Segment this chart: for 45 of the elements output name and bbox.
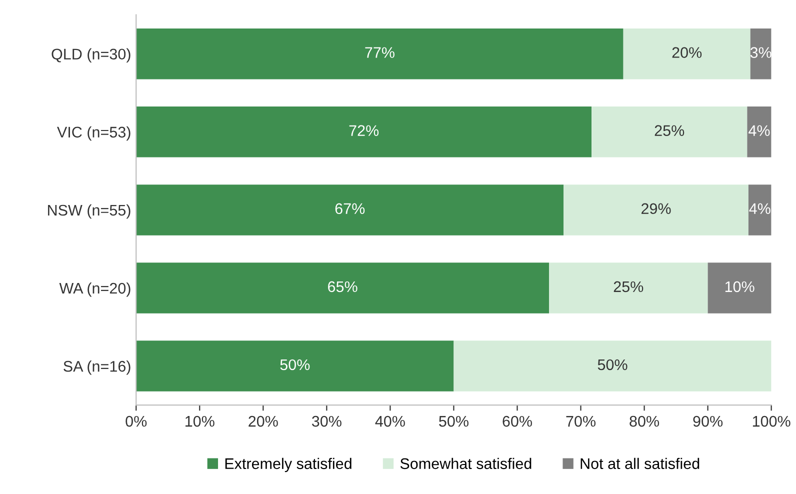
y-tick-label: VIC (n=53) bbox=[57, 126, 130, 141]
x-tick-label: 10% bbox=[186, 416, 214, 427]
x-tick-label: 100% bbox=[752, 416, 790, 427]
data-label: 65% bbox=[328, 281, 358, 292]
data-label: 4% bbox=[748, 125, 770, 136]
bar bbox=[136, 106, 592, 158]
data-label: 50% bbox=[280, 359, 310, 370]
bar bbox=[748, 184, 772, 236]
y-tick-label: SA (n=16) bbox=[64, 360, 130, 375]
bar bbox=[592, 106, 748, 158]
legend-label: Somewhat satisfied bbox=[400, 458, 532, 470]
x-tick-label: 90% bbox=[693, 416, 723, 427]
bar bbox=[136, 28, 624, 80]
x-tick-label: 20% bbox=[248, 416, 278, 427]
x-tick-label: 0% bbox=[126, 416, 147, 427]
data-label: 29% bbox=[642, 203, 671, 214]
data-label: 25% bbox=[614, 281, 644, 292]
x-tick-label: 60% bbox=[502, 416, 532, 427]
bar bbox=[549, 262, 708, 314]
y-tick-label: WA (n=20) bbox=[59, 282, 130, 297]
legend-label: Not at all satisfied bbox=[580, 458, 700, 470]
bar bbox=[136, 184, 564, 236]
y-tick-label: NSW (n=55) bbox=[48, 204, 130, 219]
bar bbox=[623, 28, 750, 80]
x-tick-label: 30% bbox=[312, 416, 342, 427]
y-tick-label: QLD (n=30) bbox=[52, 48, 130, 63]
bar bbox=[454, 340, 772, 392]
bar bbox=[564, 184, 748, 236]
bar bbox=[136, 262, 549, 314]
legend-label: Extremely satisfied bbox=[225, 458, 352, 472]
data-label: 20% bbox=[672, 47, 702, 58]
x-tick-label: 80% bbox=[630, 416, 660, 427]
data-label: 77% bbox=[365, 47, 394, 58]
bar bbox=[136, 340, 454, 392]
bar bbox=[747, 106, 772, 158]
x-tick-label: 50% bbox=[439, 416, 468, 427]
data-label: 4% bbox=[749, 203, 770, 214]
data-label: 72% bbox=[349, 125, 379, 136]
data-label: 50% bbox=[598, 359, 628, 370]
bar bbox=[708, 262, 772, 314]
data-label: 67% bbox=[335, 203, 365, 214]
data-label: 25% bbox=[654, 125, 684, 136]
data-label: 10% bbox=[725, 281, 754, 292]
x-tick-label: 40% bbox=[375, 416, 405, 427]
x-tick-label: 70% bbox=[566, 416, 596, 427]
